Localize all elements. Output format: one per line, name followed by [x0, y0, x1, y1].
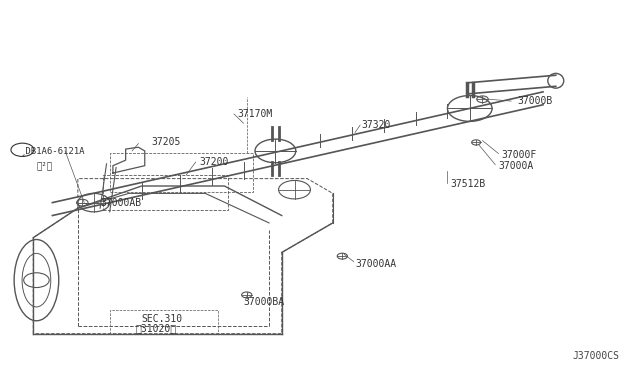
Text: J37000CS: J37000CS	[573, 351, 620, 361]
Text: 37000B: 37000B	[518, 96, 553, 106]
Text: 37200: 37200	[199, 157, 228, 167]
Bar	[109, 310, 218, 334]
Bar	[103, 175, 228, 210]
Text: 37000BA: 37000BA	[244, 297, 285, 307]
Text: ¸DB1A6-6121A: ¸DB1A6-6121A	[20, 147, 85, 155]
Text: 37170M: 37170M	[237, 109, 273, 119]
Text: （²）: （²）	[36, 161, 52, 170]
Text: SEC.310: SEC.310	[141, 314, 182, 324]
Text: 37000AB: 37000AB	[100, 198, 141, 208]
Text: ＜31020＞: ＜31020＞	[135, 323, 177, 333]
Text: 37000A: 37000A	[499, 161, 534, 171]
Bar	[109, 153, 253, 192]
Text: 37320: 37320	[362, 120, 391, 130]
Text: 37000AA: 37000AA	[355, 259, 396, 269]
Text: 37205: 37205	[151, 137, 180, 147]
Text: 37000F: 37000F	[502, 150, 537, 160]
Text: 37512B: 37512B	[451, 179, 486, 189]
